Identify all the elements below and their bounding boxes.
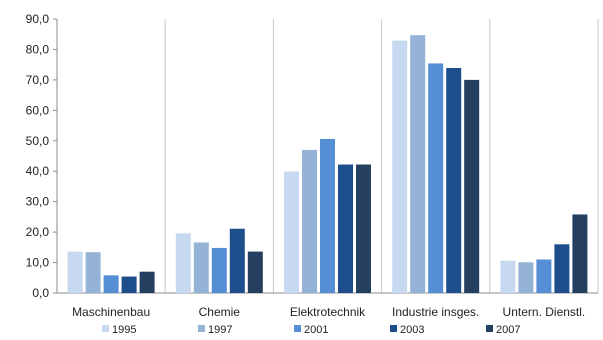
bar-2001-3: [428, 63, 444, 294]
legend-swatch-1995: [102, 325, 109, 332]
bar-1995-1: [175, 233, 191, 293]
bar-1995-0: [67, 251, 83, 293]
bar-1997-0: [85, 252, 101, 293]
y-tick-label: 0,0: [32, 286, 49, 300]
legend-label-2001: 2001: [304, 324, 328, 336]
bar-1995-4: [500, 260, 516, 293]
bar-2001-0: [103, 275, 119, 293]
y-tick-label: 10,0: [26, 256, 50, 270]
y-tick-label: 50,0: [26, 134, 50, 148]
bar-1997-3: [410, 35, 426, 293]
y-tick-label: 70,0: [26, 73, 50, 87]
legend-label-2003: 2003: [400, 324, 424, 336]
bar-2003-0: [121, 276, 137, 293]
bar-2003-3: [446, 68, 462, 293]
bar-1997-1: [193, 242, 209, 293]
x-axis-categories: Maschinenbau Chemie Elektrotechnik Industri…: [72, 305, 585, 319]
category-label: Untern. Dienstl.: [503, 305, 586, 319]
y-tick-label: 30,0: [26, 195, 50, 209]
bar-2001-2: [320, 138, 335, 293]
bar-2003-1: [229, 228, 245, 293]
legend-swatch-1997: [198, 325, 205, 332]
y-tick-label: 60,0: [26, 103, 50, 117]
bar-2007-2: [356, 164, 371, 293]
y-tick-label: 90,0: [26, 12, 50, 26]
legend-swatch-2003: [390, 325, 397, 332]
legend-label-1995: 1995: [112, 324, 136, 336]
y-tick-label: 40,0: [26, 164, 50, 178]
bar-2007-1: [247, 251, 263, 293]
legend: 1995 1997 2001 2003 2007: [102, 324, 520, 336]
category-label: Chemie: [199, 305, 241, 319]
legend-label-2007: 2007: [496, 324, 520, 336]
bars: [67, 35, 588, 294]
bar-2001-4: [536, 259, 552, 293]
bar-2007-3: [464, 79, 480, 293]
y-tick-label: 20,0: [26, 225, 50, 239]
y-tick-label: 80,0: [26, 42, 50, 56]
bar-1995-3: [392, 40, 408, 293]
bar-2001-1: [211, 247, 227, 293]
bar-1995-2: [284, 171, 299, 293]
bar-1997-4: [518, 262, 534, 293]
bar-2003-4: [554, 244, 570, 293]
bar-2007-4: [572, 214, 588, 293]
legend-swatch-2007: [486, 325, 493, 332]
bar-1997-2: [302, 149, 317, 293]
legend-label-1997: 1997: [208, 324, 232, 336]
category-label: Industrie insges.: [392, 305, 479, 319]
category-label: Elektrotechnik: [290, 305, 366, 319]
legend-swatch-2001: [294, 325, 301, 332]
category-label: Maschinenbau: [72, 305, 150, 319]
y-axis-ticks: 0,0 10,0 20,0 30,0 40,0 50,0 60,0 70,0 80,0 90,0: [26, 12, 57, 300]
bar-2007-0: [139, 271, 155, 293]
bar-2003-2: [338, 164, 353, 293]
